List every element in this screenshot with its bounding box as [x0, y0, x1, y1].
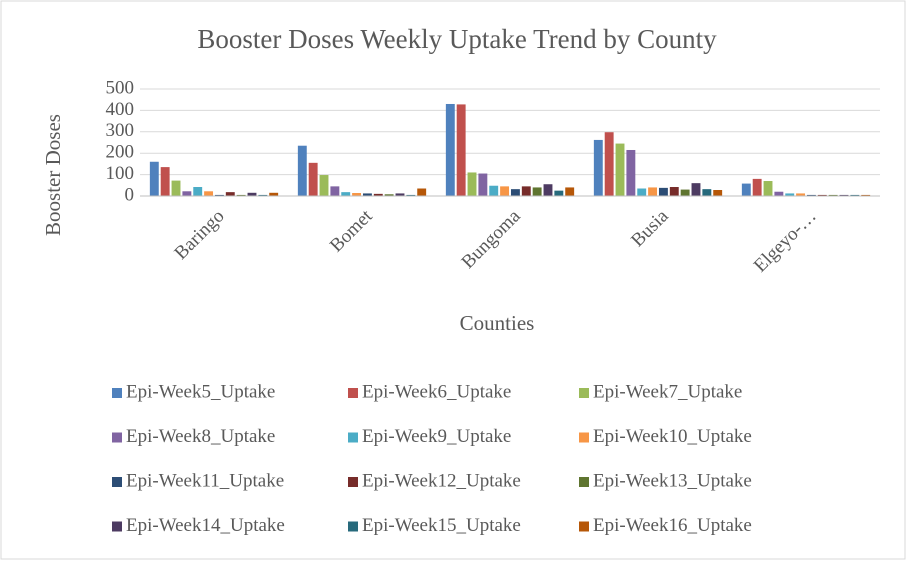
- legend-label: Epi-Week14_Uptake: [126, 515, 285, 536]
- bar: [160, 167, 170, 196]
- bar: [236, 194, 246, 196]
- bar: [341, 192, 351, 196]
- bar: [658, 187, 668, 196]
- y-axis-title: Booster Doses: [41, 114, 65, 236]
- bar: [828, 194, 838, 196]
- legend-swatch: [579, 521, 589, 532]
- legend-swatch: [579, 432, 589, 443]
- legend-swatch: [348, 388, 358, 398]
- legend-label: Epi-Week12_Uptake: [362, 470, 521, 491]
- bar: [796, 193, 806, 196]
- bar: [691, 183, 701, 196]
- y-tick-label: 500: [106, 77, 135, 98]
- bar: [500, 186, 510, 196]
- bar: [521, 186, 531, 196]
- y-tick-label: 0: [125, 184, 135, 205]
- bar: [319, 175, 329, 196]
- bar: [406, 194, 416, 196]
- bar: [352, 193, 362, 196]
- legend-swatch: [348, 477, 358, 487]
- legend-swatch: [579, 388, 589, 398]
- x-axis-title: Counties: [460, 311, 535, 335]
- bar: [763, 181, 773, 196]
- bar: [604, 132, 614, 196]
- legend-label: Epi-Week16_Uptake: [593, 515, 752, 536]
- bar: [817, 194, 827, 196]
- bar: [467, 172, 477, 196]
- bar: [182, 191, 192, 196]
- legend-label: Epi-Week13_Uptake: [593, 470, 752, 491]
- bar: [615, 143, 625, 196]
- bar: [214, 194, 224, 196]
- bar: [456, 104, 466, 196]
- bar: [543, 184, 553, 196]
- bar: [626, 149, 636, 196]
- bar: [637, 188, 647, 196]
- bar: [417, 188, 427, 196]
- y-tick-label: 400: [106, 99, 135, 120]
- y-tick-label: 200: [106, 142, 135, 163]
- bar: [680, 189, 690, 196]
- bar: [752, 178, 762, 196]
- legend-swatch: [348, 432, 358, 443]
- bar: [785, 193, 795, 196]
- bar: [774, 191, 784, 196]
- bar: [593, 139, 603, 196]
- bar: [308, 162, 318, 196]
- bar: [395, 193, 405, 196]
- bar: [806, 194, 816, 196]
- legend-swatch: [112, 432, 122, 443]
- bar: [669, 187, 679, 196]
- bar: [362, 193, 372, 196]
- bar: [445, 103, 455, 196]
- bar: [297, 145, 307, 196]
- bar: [193, 187, 203, 196]
- bar: [330, 186, 340, 196]
- legend-label: Epi-Week15_Uptake: [362, 515, 521, 536]
- legend-swatch: [112, 477, 122, 487]
- bar: [384, 194, 394, 196]
- bar: [247, 192, 257, 196]
- legend-label: Epi-Week9_Uptake: [362, 426, 511, 447]
- bar: [861, 194, 871, 196]
- bar: [554, 190, 564, 196]
- bar: [850, 194, 860, 196]
- bar: [258, 194, 268, 196]
- chart-title: Booster Doses Weekly Uptake Trend by Cou…: [197, 24, 717, 54]
- bar: [149, 161, 159, 196]
- legend-swatch: [112, 521, 122, 532]
- bar: [713, 190, 723, 196]
- bar: [478, 173, 488, 196]
- bar: [269, 192, 279, 196]
- legend-swatch: [112, 388, 122, 398]
- bar: [565, 187, 575, 196]
- bar: [702, 189, 712, 196]
- legend-label: Epi-Week6_Uptake: [362, 381, 511, 402]
- bar: [373, 193, 383, 196]
- legend-label: Epi-Week8_Uptake: [126, 426, 275, 447]
- bar: [204, 191, 214, 196]
- bar: [532, 187, 542, 196]
- legend-label: Epi-Week10_Uptake: [593, 426, 752, 447]
- bar: [839, 194, 849, 196]
- bar: [648, 187, 658, 196]
- legend-label: Epi-Week7_Uptake: [593, 381, 742, 402]
- legend-swatch: [579, 477, 589, 487]
- legend-swatch: [348, 521, 358, 532]
- bar: [225, 192, 235, 196]
- y-tick-label: 300: [106, 120, 135, 141]
- y-tick-label: 100: [106, 163, 135, 184]
- legend-label: Epi-Week5_Uptake: [126, 381, 275, 402]
- bar: [510, 189, 520, 196]
- bar: [741, 183, 751, 196]
- legend-label: Epi-Week11_Uptake: [126, 470, 284, 491]
- bar: [489, 185, 499, 196]
- bar: [171, 180, 181, 196]
